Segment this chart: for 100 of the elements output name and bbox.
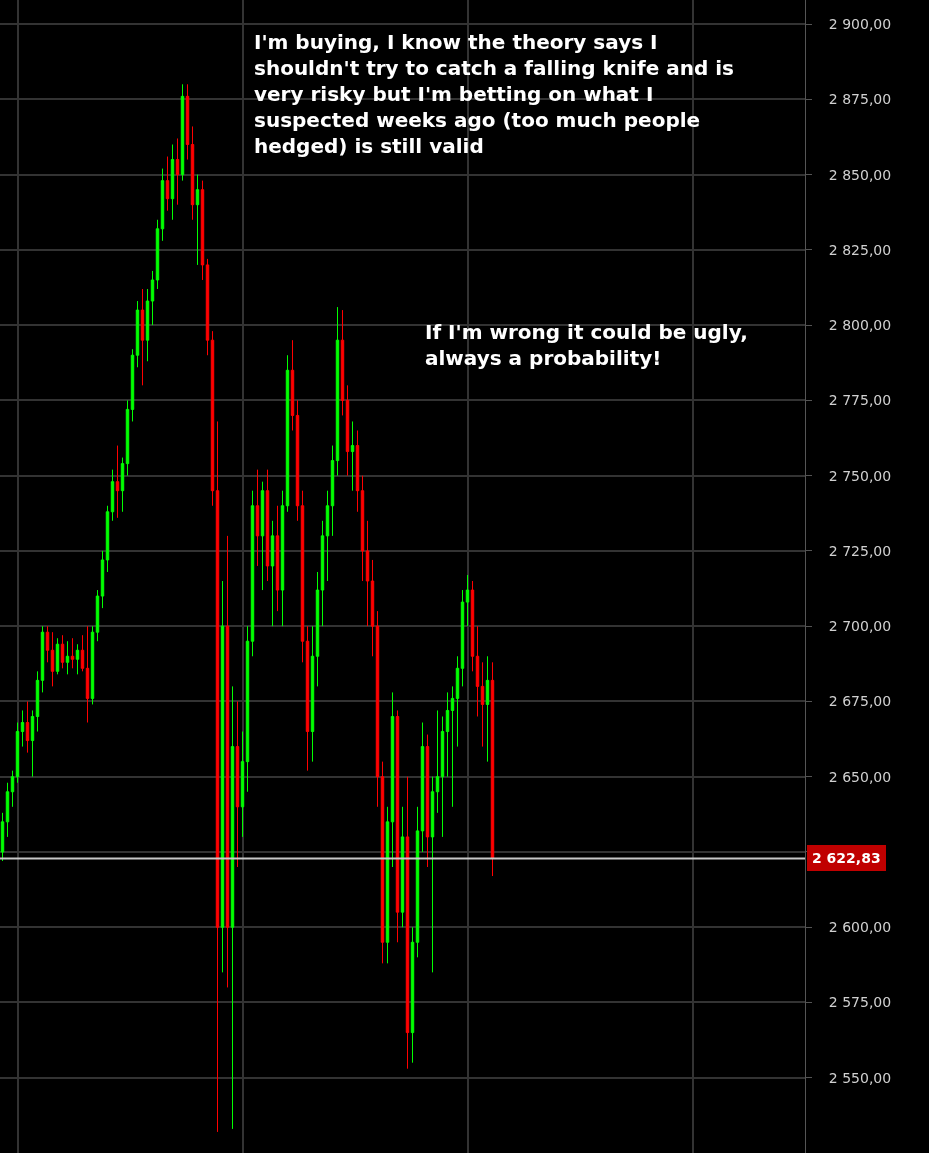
candlestick (115, 445, 120, 519)
candlestick (190, 125, 195, 221)
annotation: If I'm wrong it could be ugly, always a probability! (425, 320, 748, 370)
candlestick (25, 700, 30, 754)
y-tick-label: 2 650,00 (828, 768, 892, 785)
candlestick (205, 258, 210, 356)
candlestick (375, 610, 380, 808)
candlestick (140, 288, 145, 386)
y-tick-label: 2 900,00 (828, 15, 892, 32)
candlestick (450, 685, 455, 808)
y-tick-label: 2 875,00 (828, 91, 892, 108)
y-tick-label: 2 825,00 (828, 241, 892, 258)
candlestick (110, 469, 115, 522)
y-tick-label: 2 675,00 (828, 693, 892, 710)
candlestick (220, 580, 225, 973)
candlestick (180, 83, 185, 182)
candlestick (75, 643, 80, 675)
y-tick-label: 2 775,00 (828, 392, 892, 409)
candlestick (345, 384, 350, 477)
candlestick (20, 709, 25, 748)
y-tick-label: 2 800,00 (828, 317, 892, 334)
candlestick (245, 625, 250, 793)
y-tick-label: 2 575,00 (828, 994, 892, 1011)
candlestick (340, 309, 345, 416)
candlestick (290, 339, 295, 431)
candlestick (175, 137, 180, 206)
candlestick (100, 550, 105, 609)
candlestick (400, 806, 405, 928)
candlestick (55, 637, 60, 675)
candlestick (15, 722, 20, 784)
candlestick (170, 144, 175, 221)
candlestick (485, 655, 490, 763)
candlestick (185, 83, 190, 161)
candlestick (70, 637, 75, 669)
candlestick (85, 625, 90, 724)
candlestick (270, 520, 275, 627)
candlestick (230, 685, 235, 1130)
candlestick (275, 505, 280, 612)
candlestick (425, 734, 430, 868)
candlestick (65, 640, 70, 675)
candlestick (430, 776, 435, 973)
candlestick (80, 634, 85, 672)
candlestick (135, 300, 140, 368)
candlestick (445, 691, 450, 778)
candlestick (225, 535, 230, 988)
candlestick (365, 520, 370, 627)
candlestick (105, 505, 110, 573)
candlestick (315, 571, 320, 687)
candlestick (470, 580, 475, 672)
candlestick (240, 731, 245, 838)
candlestick (40, 625, 45, 693)
candlestick (5, 782, 10, 838)
candlestick (200, 180, 205, 281)
candlestick (360, 475, 365, 582)
candlestick (215, 420, 220, 1133)
candlestick (295, 399, 300, 522)
candlestick (45, 625, 50, 663)
candlestick (325, 490, 330, 582)
candlestick (10, 770, 15, 808)
candlestick (435, 709, 440, 814)
candlestick (280, 490, 285, 627)
candlestick (0, 812, 5, 862)
candlestick (60, 634, 65, 669)
candlestick (150, 270, 155, 326)
y-tick-label: 2 750,00 (828, 467, 892, 484)
candlestick (260, 481, 265, 591)
y-tick-label: 2 725,00 (828, 542, 892, 559)
candlestick (415, 806, 420, 958)
candlestick (305, 625, 310, 772)
candlestick (465, 574, 470, 627)
candlestick (370, 559, 375, 657)
candlestick (255, 469, 260, 567)
candlestick (50, 631, 55, 687)
candlestick (330, 445, 335, 537)
candlestick (95, 589, 100, 642)
candlestick (195, 174, 200, 266)
candlestick (405, 776, 410, 1070)
candlestick (385, 806, 390, 964)
candlestick (35, 670, 40, 733)
candlestick (30, 709, 35, 778)
candlestick (480, 661, 485, 748)
candlestick (410, 926, 415, 1064)
candlestick (235, 700, 240, 868)
candlestick (145, 288, 150, 362)
candlestick (125, 399, 130, 477)
candlestick (310, 625, 315, 763)
y-tick-label: 2 600,00 (828, 919, 892, 936)
candlestick (350, 420, 355, 492)
candlestick (155, 219, 160, 290)
candlestick (390, 691, 395, 868)
candlestick (160, 168, 165, 242)
candlestick (475, 625, 480, 717)
candlestick (355, 429, 360, 513)
candlestick (165, 156, 170, 212)
candlestick (120, 457, 125, 513)
candlestick (460, 589, 465, 687)
candlestick (420, 722, 425, 853)
y-tick-label: 2 550,00 (828, 1069, 892, 1086)
candlestick (440, 715, 445, 838)
candlestick (300, 490, 305, 663)
